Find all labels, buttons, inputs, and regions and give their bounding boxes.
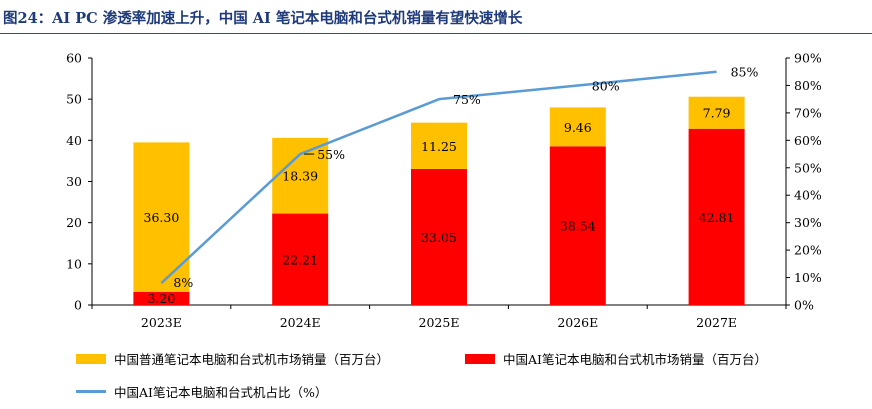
bar-ai-label: 38.54 xyxy=(560,219,596,234)
x-tick-label: 2027E xyxy=(696,315,737,330)
bar-normal-label: 11.25 xyxy=(421,139,457,154)
bar-ai xyxy=(133,291,190,305)
y-left-tick-label: 0 xyxy=(74,298,82,313)
bar-normal-label: 9.46 xyxy=(564,120,592,135)
bar-ai-label: 3.20 xyxy=(147,291,175,306)
y-left-tick-label: 40 xyxy=(66,133,82,148)
bar-normal xyxy=(549,107,606,147)
y-right-tick-label: 90% xyxy=(794,51,822,66)
bar-normal xyxy=(688,96,745,129)
y-right-tick-label: 50% xyxy=(794,160,822,175)
bar-normal-label: 18.39 xyxy=(282,169,318,184)
y-left-tick-label: 20 xyxy=(66,215,82,230)
legend-item-normal: 中国普通笔记本电脑和台式机市场销量（百万台） xyxy=(76,349,389,368)
bar-ai-label: 42.81 xyxy=(699,210,735,225)
y-right-tick-label: 20% xyxy=(794,243,822,258)
y-right-tick-label: 0% xyxy=(794,298,814,313)
bar-ai xyxy=(272,213,329,305)
ratio-label: 55% xyxy=(317,147,345,162)
x-tick-label: 2024E xyxy=(280,315,321,330)
legend-label-ratio: 中国AI笔记本电脑和台式机占比（%） xyxy=(114,385,328,400)
legend-label-ai: 中国AI笔记本电脑和台式机市场销量（百万台） xyxy=(503,352,767,367)
chart-title: 图24：AI PC 渗透率加速上升，中国 AI 笔记本电脑和台式机销量有望快速增… xyxy=(3,10,523,27)
x-tick-label: 2023E xyxy=(141,315,182,330)
y-left-tick-label: 50 xyxy=(66,92,82,107)
y-left-tick-label: 10 xyxy=(66,256,82,271)
bar-ai xyxy=(411,168,467,305)
bar-normal xyxy=(272,137,329,214)
bar-normal xyxy=(411,122,467,169)
y-right-tick-label: 70% xyxy=(794,105,822,120)
y-right-tick-label: 80% xyxy=(794,78,822,93)
ratio-label: 80% xyxy=(592,78,620,93)
ratio-line xyxy=(160,70,717,284)
y-left-tick-label: 60 xyxy=(66,51,82,66)
x-tick-label: 2026E xyxy=(557,315,598,330)
y-right-tick-label: 40% xyxy=(794,188,822,203)
y-right-tick-label: 60% xyxy=(794,133,822,148)
y-right-tick-label: 10% xyxy=(794,270,822,285)
bar-ai-label: 22.21 xyxy=(282,252,318,267)
legend-label-normal: 中国普通笔记本电脑和台式机市场销量（百万台） xyxy=(114,352,390,367)
title-underline xyxy=(0,33,872,34)
ratio-label: 85% xyxy=(731,65,759,80)
y-left-tick-label: 30 xyxy=(66,174,82,189)
ratio-label: 8% xyxy=(173,275,193,290)
bar-ai-label: 33.05 xyxy=(421,230,457,245)
legend-item-ratio: 中国AI笔记本电脑和台式机占比（%） xyxy=(76,382,327,401)
legend-swatch-normal xyxy=(76,353,106,364)
bar-ai xyxy=(549,146,606,305)
ratio-label: 75% xyxy=(453,92,481,107)
legend-swatch-ratio xyxy=(76,390,106,393)
bar-normal-label: 36.30 xyxy=(144,210,180,225)
chart-canvas: 0 10 20 30 40 50 60 0% 10% 20% 30% 40% 50% 60% 70% 80% 9… xyxy=(66,51,822,331)
legend-item-ai: 中国AI笔记本电脑和台式机市场销量（百万台） xyxy=(465,349,767,368)
x-tick-label: 2025E xyxy=(419,315,460,330)
bar-ai xyxy=(688,128,745,305)
bar-normal-label: 7.79 xyxy=(703,106,731,121)
y-right-tick-label: 30% xyxy=(794,215,822,230)
legend-swatch-ai xyxy=(465,353,495,364)
